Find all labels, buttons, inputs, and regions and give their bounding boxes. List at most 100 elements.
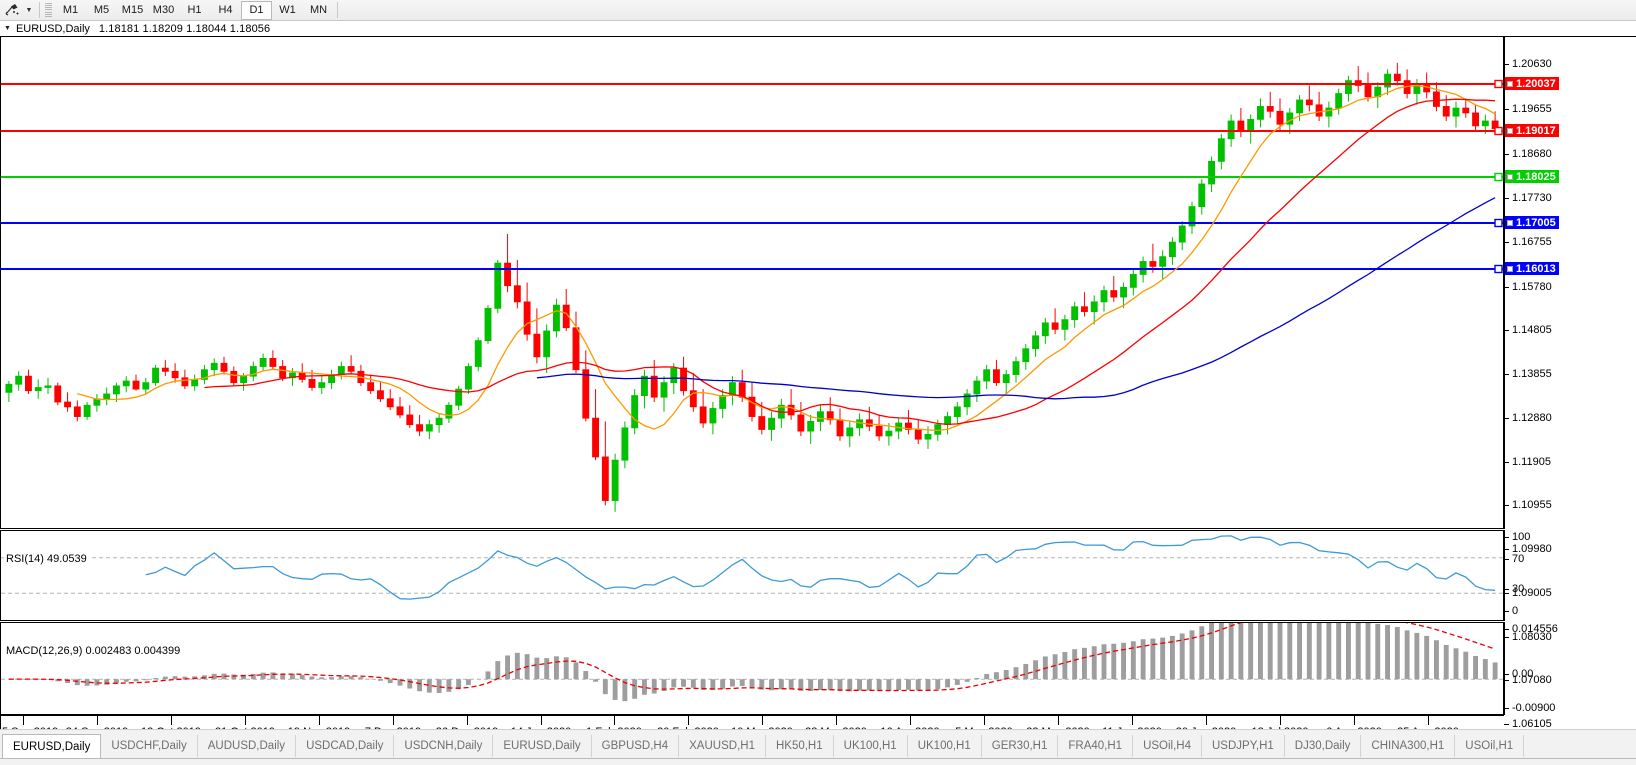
tick-label: 0.014556	[1512, 623, 1558, 635]
timeframe-button-d1[interactable]: D1	[241, 0, 272, 20]
chart-tab-xauusd-h1[interactable]: XAUUSD,H1	[679, 735, 766, 757]
tick-mark	[1504, 673, 1509, 675]
tick-mark	[1504, 679, 1509, 681]
timeframe-button-h1[interactable]: H1	[187, 4, 202, 16]
date-tick-mark	[319, 716, 320, 725]
support-line-2-tag[interactable]: 1.16013	[1505, 262, 1559, 275]
price-tick: 1.20630	[1504, 58, 1552, 70]
rsi-tick: 100	[1504, 531, 1530, 543]
tick-label: 70	[1512, 553, 1525, 565]
macd-indicator-pane[interactable]	[0, 622, 1504, 715]
tick-mark	[1504, 558, 1509, 560]
chart-window: ▼ EURUSD,Daily 1.18181 1.18209 1.18044 1…	[0, 21, 1636, 747]
price-tick: 1.08030	[1504, 631, 1552, 643]
level-handle-icon[interactable]	[1507, 80, 1513, 87]
rsi-indicator-pane[interactable]	[0, 530, 1504, 621]
tick-label: 1.09005	[1512, 587, 1552, 599]
date-tick-mark	[97, 716, 98, 725]
tick-label: 1.06105	[1512, 718, 1552, 730]
tick-label: 1.16755	[1512, 236, 1552, 248]
tick-mark	[1504, 504, 1509, 506]
timeframe-button-m5[interactable]: M5	[93, 4, 110, 16]
collapse-triangle-icon[interactable]: ▼	[4, 25, 11, 32]
chart-tab-uk100-h1[interactable]: UK100,H1	[908, 735, 982, 757]
chevron-down-icon[interactable]: ▼	[25, 6, 33, 14]
toolbar-divider-2	[337, 2, 338, 18]
tick-mark	[1504, 286, 1509, 288]
tick-label: 1.17730	[1512, 192, 1552, 204]
tab-strip-underline	[0, 758, 1636, 759]
tick-label: 1.10955	[1512, 499, 1552, 511]
tick-mark	[1504, 461, 1509, 463]
crosshair-cursor-icon[interactable]	[0, 1, 22, 20]
level-price-label: 1.19017	[1516, 124, 1556, 137]
timeframe-button-w1[interactable]: W1	[279, 4, 296, 16]
chart-tab-dj30-daily[interactable]: DJ30,Daily	[1285, 735, 1362, 757]
date-tick-mark	[541, 716, 542, 725]
chart-tab-uk100-h1[interactable]: UK100,H1	[834, 735, 908, 757]
chart-tab-usdcad-daily[interactable]: USDCAD,Daily	[296, 735, 395, 757]
date-tick-mark	[762, 716, 763, 725]
tick-label: 1.09980	[1512, 543, 1552, 555]
resistance-line-1-tag[interactable]: 1.20037	[1505, 77, 1559, 90]
timeframe-button-m1[interactable]: M1	[62, 4, 79, 16]
support-line-1-tag[interactable]: 1.17005	[1505, 216, 1559, 229]
level-handle-icon[interactable]	[1507, 265, 1513, 272]
tick-label: 100	[1512, 531, 1531, 543]
tick-label: 1.11905	[1512, 456, 1551, 468]
timeframe-button-m30[interactable]: M30	[152, 4, 175, 16]
tick-mark	[1504, 197, 1509, 199]
price-tick: 1.17730	[1504, 192, 1552, 204]
macd-scale-axis: 0.014556 0.00 -0.00900	[1504, 622, 1636, 715]
toolbar-divider	[39, 2, 40, 18]
chart-tab-usdcnh-daily[interactable]: USDCNH,Daily	[394, 735, 494, 757]
chart-tab-usoil-h1[interactable]: USOil,H1	[1455, 735, 1525, 757]
tick-label: 1.14805	[1512, 324, 1552, 336]
chart-tab-hk50-h1[interactable]: HK50,H1	[766, 735, 834, 757]
chart-tab-usdjpy-h1[interactable]: USDJPY,H1	[1202, 735, 1285, 757]
date-tick-mark	[393, 716, 394, 725]
price-scale-axis[interactable]: 1.20630 1.19655 1.18680 1.17730 1.16755 1.157…	[1504, 36, 1636, 730]
tick-label: 1.19655	[1512, 103, 1552, 115]
tick-label: 30	[1512, 583, 1525, 595]
tick-label: 1.15780	[1512, 281, 1552, 293]
price-chart-canvas	[1, 62, 1503, 512]
price-tick: 1.16755	[1504, 236, 1552, 248]
chart-tab-usdchf-daily[interactable]: USDCHF,Daily	[101, 735, 198, 757]
chart-tab-ger30-h1[interactable]: GER30,H1	[982, 735, 1059, 757]
tick-label: 1.18680	[1512, 148, 1552, 160]
timeframe-button-m15[interactable]: M15	[121, 4, 144, 16]
tick-mark	[1504, 588, 1509, 590]
price-tick: 1.14805	[1504, 324, 1552, 336]
macd-tick: 0.014556	[1504, 623, 1558, 635]
chart-ohlc-values: 1.18181 1.18209 1.18044 1.18056	[98, 22, 271, 35]
tick-mark	[1504, 723, 1509, 725]
chart-tab-audusd-daily[interactable]: AUDUSD,Daily	[198, 735, 297, 757]
tick-mark	[1504, 329, 1509, 331]
level-handle-icon[interactable]	[1507, 173, 1513, 180]
level-price-label: 1.16013	[1516, 262, 1556, 275]
chart-tab-eurusd-daily[interactable]: EURUSD,Daily	[493, 735, 592, 757]
date-tick-mark	[245, 716, 246, 725]
toolbar-grip-handle[interactable]	[45, 2, 52, 18]
resistance-line-2-tag[interactable]: 1.19017	[1505, 124, 1559, 137]
timeframe-button-mn[interactable]: MN	[309, 4, 328, 16]
support-line-green-tag[interactable]: 1.18025	[1505, 170, 1559, 183]
level-price-label: 1.17005	[1516, 216, 1556, 229]
chart-tab-china300-h1[interactable]: CHINA300,H1	[1361, 735, 1456, 757]
chart-tab-gbpusd-h4[interactable]: GBPUSD,H4	[592, 735, 680, 757]
level-handle-icon[interactable]	[1507, 127, 1513, 134]
timeframe-button-h4[interactable]: H4	[218, 4, 233, 16]
tick-label: 0	[1512, 605, 1519, 617]
price-tick: 1.09980	[1504, 543, 1552, 555]
tick-mark	[1504, 417, 1509, 419]
rsi-chart-canvas	[1, 535, 1503, 600]
price-tick: 1.15780	[1504, 281, 1552, 293]
chart-tab-usoil-h4[interactable]: USOil,H4	[1133, 735, 1202, 757]
date-tick-mark	[984, 716, 985, 725]
tick-label: 1.13855	[1512, 368, 1552, 380]
price-chart-pane[interactable]	[0, 36, 1504, 529]
chart-tab-eurusd-daily[interactable]: EURUSD,Daily	[2, 734, 102, 759]
level-handle-icon[interactable]	[1507, 219, 1513, 226]
chart-tab-fra40-h1[interactable]: FRA40,H1	[1058, 735, 1134, 757]
